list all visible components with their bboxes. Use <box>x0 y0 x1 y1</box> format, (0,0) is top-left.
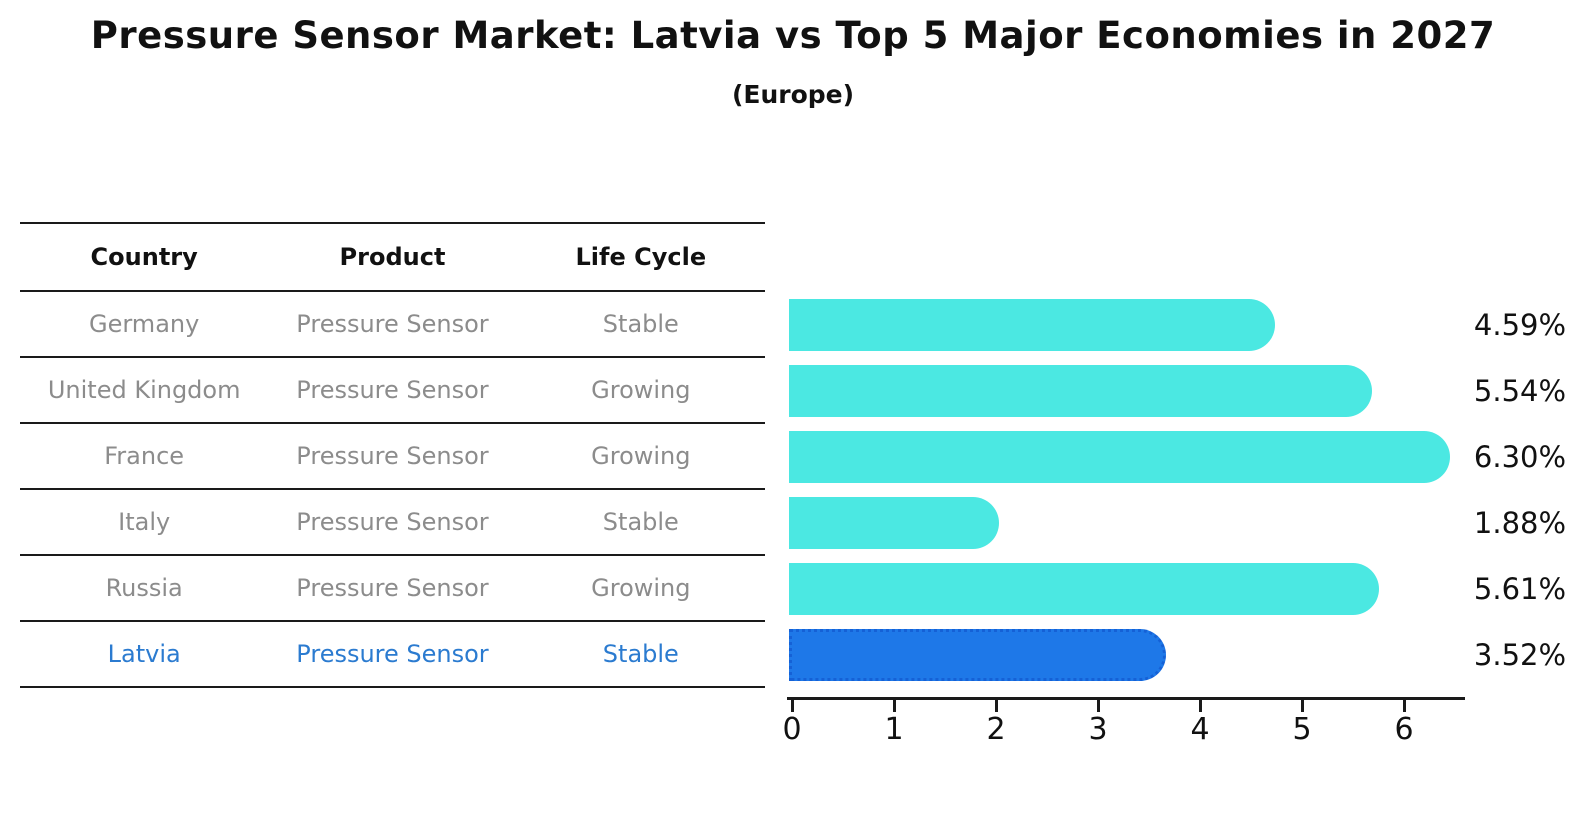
cell-country: Germany <box>89 310 200 338</box>
cell-life-cycle: Stable <box>602 310 679 338</box>
cell-product: Pressure Sensor <box>296 442 489 470</box>
cell-life-cycle: Stable <box>602 508 679 536</box>
value-label-italy: 1.88% <box>1473 506 1567 540</box>
cell-product: Pressure Sensor <box>296 310 489 338</box>
cell-life-cycle: Growing <box>591 442 691 470</box>
table-row-france: France Pressure Sensor Growing <box>20 424 765 490</box>
column-header-life-cycle: Life Cycle <box>575 243 707 271</box>
value-label-latvia: 3.52% <box>1473 638 1567 672</box>
x-tick-label: 2 <box>986 712 1006 747</box>
bar-italy <box>789 497 999 549</box>
chart-title: Pressure Sensor Market: Latvia vs Top 5 … <box>90 14 1496 57</box>
x-tick-label: 4 <box>1190 712 1210 747</box>
bar-france <box>789 431 1450 483</box>
cell-product: Pressure Sensor <box>296 376 489 404</box>
x-axis-line <box>787 697 1465 700</box>
cell-life-cycle: Stable <box>602 640 679 668</box>
x-tick <box>1198 700 1202 712</box>
table-body: Germany Pressure Sensor Stable United Kingd… <box>20 292 765 688</box>
cell-country: Italy <box>118 508 171 536</box>
x-tick-label: 5 <box>1292 712 1312 747</box>
table-row-italy: Italy Pressure Sensor Stable <box>20 490 765 556</box>
x-tick-label: 6 <box>1394 712 1414 747</box>
x-tick <box>1096 700 1100 712</box>
x-tick-label: 1 <box>884 712 904 747</box>
cell-country: United Kingdom <box>47 376 241 404</box>
table-row-latvia: Latvia Pressure Sensor Stable <box>20 622 765 688</box>
x-tick <box>994 700 998 712</box>
table-row-russia: Russia Pressure Sensor Growing <box>20 556 765 622</box>
chart-subtitle: (Europe) <box>731 80 855 109</box>
bar-germany <box>789 299 1276 351</box>
cell-life-cycle: Growing <box>591 574 691 602</box>
x-tick <box>1300 700 1304 712</box>
value-label-united-kingdom: 5.54% <box>1473 374 1567 408</box>
value-label-russia: 5.61% <box>1473 572 1567 606</box>
bar-united-kingdom <box>789 365 1373 417</box>
cell-product: Pressure Sensor <box>296 640 489 668</box>
table-header-row: Country Product Life Cycle <box>20 224 765 292</box>
table-row-germany: Germany Pressure Sensor Stable <box>20 292 765 358</box>
cell-country: Russia <box>105 574 183 602</box>
column-header-country: Country <box>90 243 198 271</box>
value-label-france: 6.30% <box>1473 440 1567 474</box>
cell-country: Latvia <box>107 640 181 668</box>
x-tick-label: 0 <box>782 712 802 747</box>
cell-life-cycle: Growing <box>591 376 691 404</box>
value-label-germany: 4.59% <box>1473 308 1567 342</box>
cell-country: France <box>104 442 185 470</box>
table-row-united-kingdom: United Kingdom Pressure Sensor Growing <box>20 358 765 424</box>
column-header-product: Product <box>339 243 446 271</box>
cell-product: Pressure Sensor <box>296 508 489 536</box>
bar-latvia <box>789 629 1167 681</box>
cell-product: Pressure Sensor <box>296 574 489 602</box>
x-tick <box>1402 700 1406 712</box>
bar-russia <box>789 563 1380 615</box>
country-table: Country Product Life Cycle Germany Pressu… <box>20 222 765 688</box>
x-tick-label: 3 <box>1088 712 1108 747</box>
x-tick <box>892 700 896 712</box>
x-tick <box>790 700 794 712</box>
